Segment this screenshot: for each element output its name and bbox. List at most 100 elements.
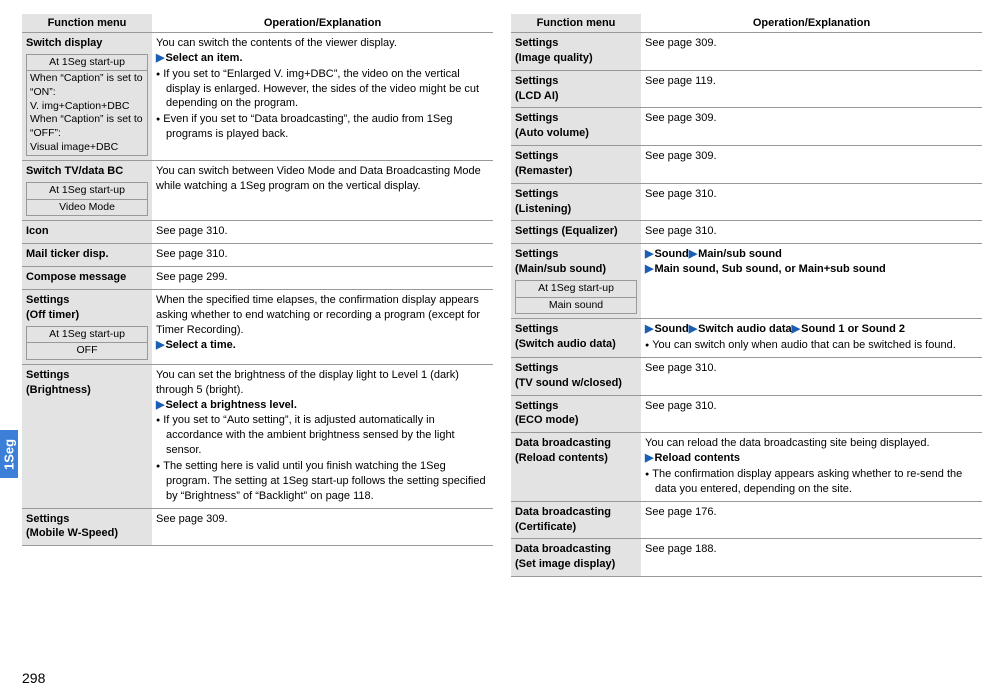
menu-cell: Settings(ECO mode) bbox=[511, 395, 641, 433]
explain-cell: ▶Sound▶Switch audio data▶Sound 1 or Soun… bbox=[641, 319, 982, 358]
menu-title: Switch TV/data BC bbox=[26, 165, 123, 177]
menu-cell: Icon bbox=[22, 221, 152, 244]
explain-cell: See page 309. bbox=[152, 508, 493, 546]
table-row: Settings(Mobile W-Speed) See page 309. bbox=[22, 508, 493, 546]
menu-title: Switch display bbox=[26, 37, 102, 49]
table-header: Function menu Operation/Explanation bbox=[511, 14, 982, 33]
menu-cell: Data broadcasting(Reload contents) bbox=[511, 433, 641, 501]
table-row: Data broadcasting(Set image display) See … bbox=[511, 539, 982, 577]
explain-cell: See page 310. bbox=[152, 221, 493, 244]
explain-cell: When the specified time elapses, the con… bbox=[152, 289, 493, 364]
table-row: Compose message See page 299. bbox=[22, 267, 493, 290]
table-row: Settings(Brightness) You can set the brig… bbox=[22, 364, 493, 508]
menu-cell: Settings(Image quality) bbox=[511, 33, 641, 71]
explain-cell: See page 176. bbox=[641, 501, 982, 539]
table-row: Icon See page 310. bbox=[22, 221, 493, 244]
menu-cell: Settings(Mobile W-Speed) bbox=[22, 508, 152, 546]
explain-cell: See page 309. bbox=[641, 146, 982, 184]
table-header: Function menu Operation/Explanation bbox=[22, 14, 493, 33]
table-row: Switch display At 1Seg start-upWhen “Capt… bbox=[22, 33, 493, 161]
menu-title: Settings(ECO mode) bbox=[515, 400, 579, 427]
header-menu: Function menu bbox=[22, 14, 152, 33]
explain-cell: See page 310. bbox=[152, 244, 493, 267]
menu-cell: Settings(Off timer) At 1Seg start-upOFF bbox=[22, 289, 152, 364]
explain-cell: See page 310. bbox=[641, 357, 982, 395]
menu-cell: Mail ticker disp. bbox=[22, 244, 152, 267]
explain-cell: You can switch the contents of the viewe… bbox=[152, 33, 493, 161]
default-box: At 1Seg start-upOFF bbox=[26, 326, 148, 360]
explain-cell: ▶Sound▶Main/sub sound▶Main sound, Sub so… bbox=[641, 244, 982, 319]
header-explain: Operation/Explanation bbox=[152, 14, 493, 33]
left-table: Function menu Operation/Explanation Swit… bbox=[22, 14, 493, 546]
header-menu: Function menu bbox=[511, 14, 641, 33]
table-row: Settings(LCD AI) See page 119. bbox=[511, 70, 982, 108]
menu-cell: Compose message bbox=[22, 267, 152, 290]
menu-title: Settings(Switch audio data) bbox=[515, 323, 616, 350]
menu-title: Icon bbox=[26, 225, 49, 237]
menu-title: Data broadcasting(Reload contents) bbox=[515, 437, 611, 464]
menu-title: Compose message bbox=[26, 271, 126, 283]
left-column: Function menu Operation/Explanation Swit… bbox=[22, 14, 493, 577]
menu-cell: Settings(Switch audio data) bbox=[511, 319, 641, 358]
explain-cell: You can switch between Video Mode and Da… bbox=[152, 161, 493, 221]
table-row: Settings (Equalizer) See page 310. bbox=[511, 221, 982, 244]
menu-cell: Switch display At 1Seg start-upWhen “Capt… bbox=[22, 33, 152, 161]
menu-cell: Switch TV/data BC At 1Seg start-upVideo M… bbox=[22, 161, 152, 221]
content-columns: Function menu Operation/Explanation Swit… bbox=[22, 14, 982, 577]
menu-title: Settings(Listening) bbox=[515, 188, 571, 215]
menu-title: Settings(Image quality) bbox=[515, 37, 593, 64]
default-box: At 1Seg start-upMain sound bbox=[515, 280, 637, 314]
table-row: Settings(ECO mode) See page 310. bbox=[511, 395, 982, 433]
explain-cell: See page 309. bbox=[641, 108, 982, 146]
right-table: Function menu Operation/Explanation Sett… bbox=[511, 14, 982, 577]
table-row: Settings(Image quality) See page 309. bbox=[511, 33, 982, 71]
menu-title: Settings(Main/sub sound) bbox=[515, 248, 606, 275]
table-row: Settings(Off timer) At 1Seg start-upOFFWh… bbox=[22, 289, 493, 364]
menu-title: Settings(Auto volume) bbox=[515, 112, 589, 139]
table-row: Settings(Main/sub sound) At 1Seg start-up… bbox=[511, 244, 982, 319]
table-row: Data broadcasting(Reload contents) You ca… bbox=[511, 433, 982, 501]
explain-cell: See page 188. bbox=[641, 539, 982, 577]
menu-cell: Settings(Auto volume) bbox=[511, 108, 641, 146]
menu-cell: Settings(Listening) bbox=[511, 183, 641, 221]
menu-title: Settings (Equalizer) bbox=[515, 225, 618, 237]
page-number: 298 bbox=[22, 670, 45, 686]
table-row: Settings(Auto volume) See page 309. bbox=[511, 108, 982, 146]
explain-cell: See page 310. bbox=[641, 395, 982, 433]
explain-cell: You can set the brightness of the displa… bbox=[152, 364, 493, 508]
explain-cell: See page 119. bbox=[641, 70, 982, 108]
default-box: At 1Seg start-upVideo Mode bbox=[26, 182, 148, 216]
menu-cell: Settings(TV sound w/closed) bbox=[511, 357, 641, 395]
menu-cell: Settings(Brightness) bbox=[22, 364, 152, 508]
explain-cell: See page 309. bbox=[641, 33, 982, 71]
menu-title: Settings(Mobile W-Speed) bbox=[26, 513, 118, 540]
table-row: Settings(Remaster) See page 309. bbox=[511, 146, 982, 184]
menu-title: Settings(LCD AI) bbox=[515, 75, 559, 102]
explain-cell: See page 310. bbox=[641, 221, 982, 244]
table-row: Settings(TV sound w/closed) See page 310. bbox=[511, 357, 982, 395]
table-row: Data broadcasting(Certificate) See page 1… bbox=[511, 501, 982, 539]
menu-title: Data broadcasting(Set image display) bbox=[515, 543, 615, 570]
menu-cell: Data broadcasting(Set image display) bbox=[511, 539, 641, 577]
menu-title: Mail ticker disp. bbox=[26, 248, 109, 260]
default-box: At 1Seg start-upWhen “Caption” is set to… bbox=[26, 54, 148, 156]
table-row: Settings(Listening) See page 310. bbox=[511, 183, 982, 221]
menu-title: Settings(TV sound w/closed) bbox=[515, 362, 622, 389]
menu-title: Settings(Off timer) bbox=[26, 294, 79, 321]
menu-cell: Settings(Main/sub sound) At 1Seg start-up… bbox=[511, 244, 641, 319]
menu-title: Settings(Remaster) bbox=[515, 150, 572, 177]
menu-cell: Settings(LCD AI) bbox=[511, 70, 641, 108]
menu-cell: Data broadcasting(Certificate) bbox=[511, 501, 641, 539]
explain-cell: See page 299. bbox=[152, 267, 493, 290]
menu-title: Data broadcasting(Certificate) bbox=[515, 506, 611, 533]
explain-cell: See page 310. bbox=[641, 183, 982, 221]
table-row: Mail ticker disp. See page 310. bbox=[22, 244, 493, 267]
side-tab: 1Seg bbox=[0, 430, 18, 478]
right-column: Function menu Operation/Explanation Sett… bbox=[511, 14, 982, 577]
menu-cell: Settings (Equalizer) bbox=[511, 221, 641, 244]
menu-title: Settings(Brightness) bbox=[26, 369, 91, 396]
explain-cell: You can reload the data broadcasting sit… bbox=[641, 433, 982, 501]
menu-cell: Settings(Remaster) bbox=[511, 146, 641, 184]
table-row: Settings(Switch audio data) ▶Sound▶Switch… bbox=[511, 319, 982, 358]
table-row: Switch TV/data BC At 1Seg start-upVideo M… bbox=[22, 161, 493, 221]
